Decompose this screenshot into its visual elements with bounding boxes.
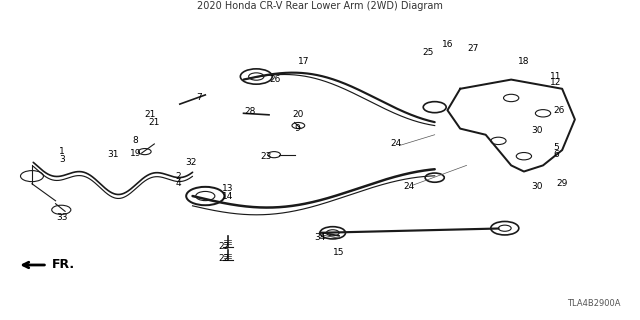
Text: 24: 24	[391, 140, 402, 148]
Text: 21: 21	[148, 118, 160, 127]
Text: 27: 27	[467, 44, 479, 53]
Text: 8: 8	[132, 136, 138, 145]
Text: 28: 28	[244, 107, 255, 116]
Text: 14: 14	[222, 192, 234, 201]
Title: 2020 Honda CR-V Rear Lower Arm (2WD) Diagram: 2020 Honda CR-V Rear Lower Arm (2WD) Dia…	[197, 1, 443, 12]
Text: 33: 33	[56, 213, 68, 222]
Text: 21: 21	[144, 110, 156, 119]
Text: 18: 18	[518, 57, 530, 66]
Text: 17: 17	[298, 57, 310, 66]
Text: 20: 20	[292, 110, 303, 119]
Text: 30: 30	[531, 126, 543, 135]
Text: 30: 30	[531, 182, 543, 191]
Text: 22: 22	[219, 242, 230, 251]
Text: 32: 32	[186, 158, 197, 167]
Text: 5: 5	[553, 142, 559, 151]
Text: FR.: FR.	[52, 259, 76, 271]
Text: 7: 7	[196, 93, 202, 102]
Text: 26: 26	[553, 106, 564, 115]
Text: 15: 15	[333, 248, 345, 257]
Text: 3: 3	[59, 155, 65, 164]
Text: 4: 4	[176, 179, 181, 188]
Text: 25: 25	[422, 47, 434, 57]
Text: 24: 24	[404, 182, 415, 191]
Text: TLA4B2900A: TLA4B2900A	[567, 299, 621, 308]
Text: 22: 22	[219, 254, 230, 263]
Text: 26: 26	[269, 75, 281, 84]
Text: 23: 23	[260, 152, 271, 161]
Text: 31: 31	[107, 150, 118, 159]
Text: 19: 19	[129, 148, 141, 158]
Text: 9: 9	[295, 124, 301, 133]
Text: 13: 13	[222, 184, 234, 193]
Text: 2: 2	[176, 172, 181, 180]
Text: 29: 29	[556, 179, 568, 188]
Text: 16: 16	[442, 40, 453, 49]
Text: 34: 34	[314, 233, 326, 242]
Text: 12: 12	[550, 78, 561, 87]
Text: 6: 6	[553, 150, 559, 159]
Text: 11: 11	[550, 72, 561, 81]
Text: 1: 1	[59, 147, 65, 156]
